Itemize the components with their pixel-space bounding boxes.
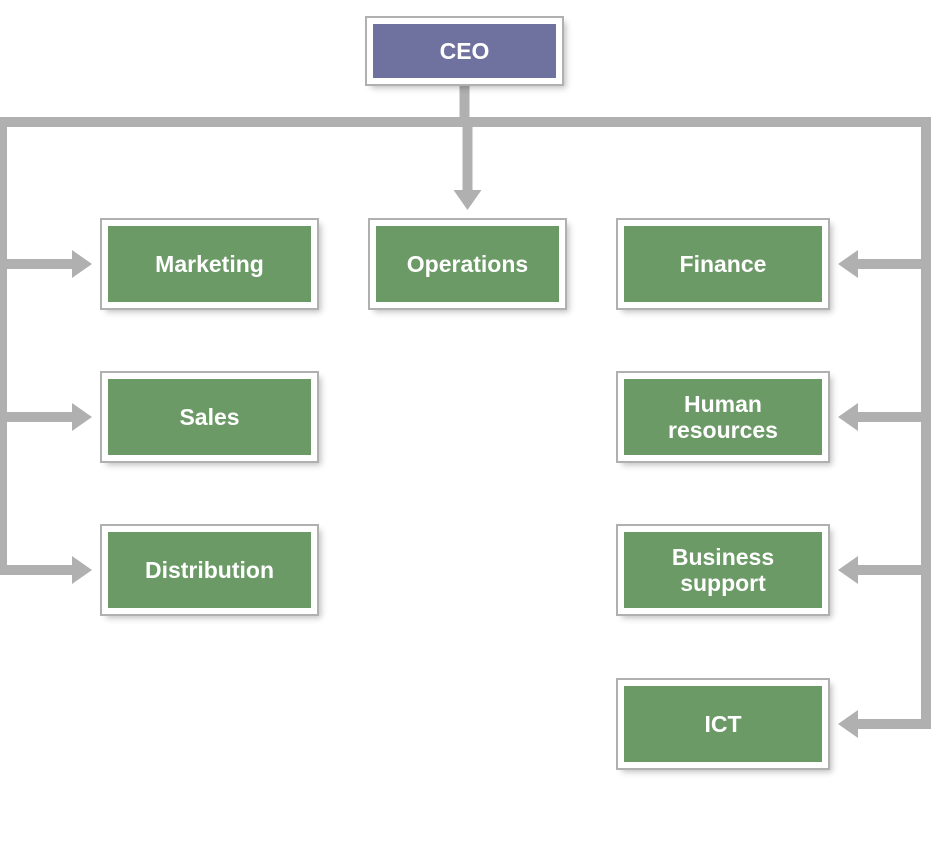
node-label: Sales — [179, 404, 239, 430]
node-biz_support: Business support — [618, 526, 828, 614]
node-label: Human resources — [634, 391, 812, 444]
node-ict: ICT — [618, 680, 828, 768]
node-hr: Human resources — [618, 373, 828, 461]
node-sales: Sales — [102, 373, 317, 461]
node-label: Distribution — [145, 557, 274, 583]
node-label: Finance — [680, 251, 767, 277]
node-distribution: Distribution — [102, 526, 317, 614]
org-chart-diagram: CEO Marketing Sales Distribution Operations F… — [0, 0, 933, 844]
node-marketing: Marketing — [102, 220, 317, 308]
node-label: Operations — [407, 251, 528, 277]
node-finance: Finance — [618, 220, 828, 308]
node-label: ICT — [704, 711, 741, 737]
node-label: Business support — [634, 544, 812, 597]
node-label: Marketing — [155, 251, 264, 277]
node-ceo: CEO — [367, 18, 562, 84]
node-operations: Operations — [370, 220, 565, 308]
node-label: CEO — [440, 38, 490, 64]
